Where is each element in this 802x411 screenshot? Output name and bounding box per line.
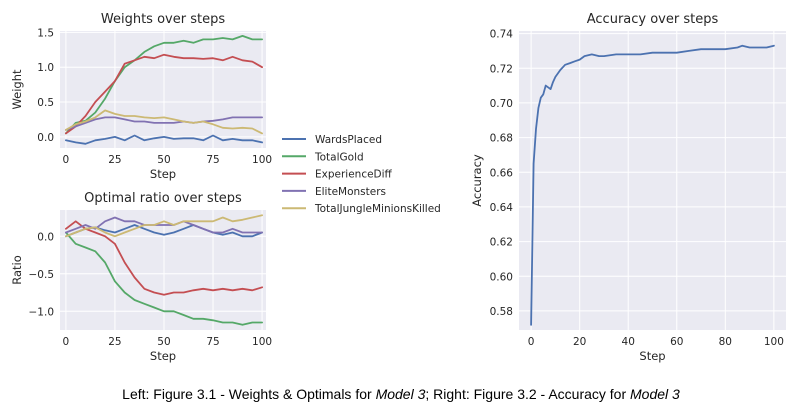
plot-background bbox=[519, 31, 786, 330]
plot-background bbox=[60, 31, 266, 148]
y-tick-label: 0.66 bbox=[490, 167, 514, 179]
chart-title: Accuracy over steps bbox=[587, 12, 719, 27]
caption-model-a: Model 3 bbox=[375, 386, 426, 402]
figure-caption: Left: Figure 3.1 - Weights & Optimals fo… bbox=[0, 386, 802, 402]
legend-label: WardsPlaced bbox=[315, 134, 382, 146]
y-axis-label: Weight bbox=[10, 69, 24, 110]
caption-model-b: Model 3 bbox=[630, 386, 680, 402]
series-line-totalgold bbox=[65, 35, 264, 135]
series-line-totaljungleminionskilled bbox=[65, 109, 264, 135]
series-line-accuracy bbox=[530, 44, 775, 326]
x-tick-label: 100 bbox=[764, 336, 784, 348]
x-tick-label: 80 bbox=[719, 336, 732, 348]
chart-title: Optimal ratio over steps bbox=[84, 191, 242, 206]
series-line-elitemonsters bbox=[65, 116, 264, 131]
x-tick-label: 100 bbox=[252, 336, 272, 348]
x-tick-label: 20 bbox=[573, 336, 586, 348]
y-tick-label: 0.5 bbox=[37, 97, 54, 109]
chart-accuracy: 0 20 40 60 80 100 0.58 0.60 0.62 0.64 0.66 0.68 0.70… bbox=[470, 12, 786, 363]
x-tick-label: 0 bbox=[63, 154, 70, 166]
y-tick-label: 1.0 bbox=[37, 62, 54, 74]
series-line-elitemonsters bbox=[65, 216, 264, 234]
series-line-wardsplaced bbox=[65, 134, 264, 145]
y-tick-label: 1.5 bbox=[37, 27, 54, 39]
x-tick-label: 50 bbox=[157, 336, 170, 348]
x-tick-label: 60 bbox=[670, 336, 683, 348]
x-axis-label: Step bbox=[150, 349, 176, 363]
legend-label: EliteMonsters bbox=[315, 186, 386, 198]
legend-label: TotalJungleMinionsKilled bbox=[314, 203, 441, 215]
caption-part2: ; Right: Figure 3.2 - Accuracy for bbox=[425, 386, 631, 402]
figure: 0 25 50 75 100 0.0 0.5 1.0 1.5 Weights over steps… bbox=[10, 12, 786, 363]
chart-title: Weights over steps bbox=[101, 12, 225, 27]
x-tick-label: 25 bbox=[108, 336, 121, 348]
y-tick-label: 0.58 bbox=[490, 306, 513, 318]
legend-label: TotalGold bbox=[314, 151, 364, 163]
y-axis-label: Accuracy bbox=[470, 154, 484, 207]
x-tick-label: 0 bbox=[528, 336, 535, 348]
y-tick-label: 0.60 bbox=[490, 271, 513, 283]
series-line-experiencediff bbox=[65, 220, 264, 296]
x-tick-label: 0 bbox=[63, 336, 70, 348]
y-tick-label: 0.0 bbox=[37, 231, 54, 243]
chart-optimal: 0 25 50 75 100 0.0 −0.5 −1.0 Optimal ratio over … bbox=[10, 191, 272, 363]
y-axis-label: Ratio bbox=[10, 255, 24, 285]
x-axis-label: Step bbox=[150, 167, 176, 181]
legend: WardsPlaced TotalGold ExperienceDiff EliteM… bbox=[282, 134, 441, 215]
y-tick-label: 0.70 bbox=[490, 98, 513, 110]
y-tick-label: 0.72 bbox=[490, 63, 513, 75]
chart-weights: 0 25 50 75 100 0.0 0.5 1.0 1.5 Weights over steps… bbox=[10, 12, 272, 181]
x-tick-label: 40 bbox=[622, 336, 635, 348]
y-tick-label: 0.62 bbox=[490, 237, 513, 249]
y-tick-label: −1.0 bbox=[29, 306, 55, 318]
y-tick-label: 0.64 bbox=[490, 202, 514, 214]
caption-part1: Left: Figure 3.1 - Weights & Optimals fo… bbox=[122, 386, 376, 402]
y-tick-label: 0.68 bbox=[490, 133, 513, 145]
legend-label: ExperienceDiff bbox=[315, 169, 393, 181]
series-line-experiencediff bbox=[65, 53, 264, 135]
x-tick-label: 50 bbox=[157, 154, 170, 166]
y-tick-label: 0.0 bbox=[37, 132, 54, 144]
x-axis-label: Step bbox=[639, 349, 665, 363]
series-line-totalgold bbox=[65, 231, 264, 326]
y-tick-label: 0.74 bbox=[490, 29, 514, 41]
y-tick-label: −0.5 bbox=[29, 269, 55, 281]
x-tick-label: 100 bbox=[252, 154, 272, 166]
x-tick-label: 75 bbox=[206, 336, 219, 348]
x-tick-label: 75 bbox=[206, 154, 219, 166]
series-line-totaljungleminionskilled bbox=[65, 214, 264, 238]
x-tick-label: 25 bbox=[108, 154, 121, 166]
